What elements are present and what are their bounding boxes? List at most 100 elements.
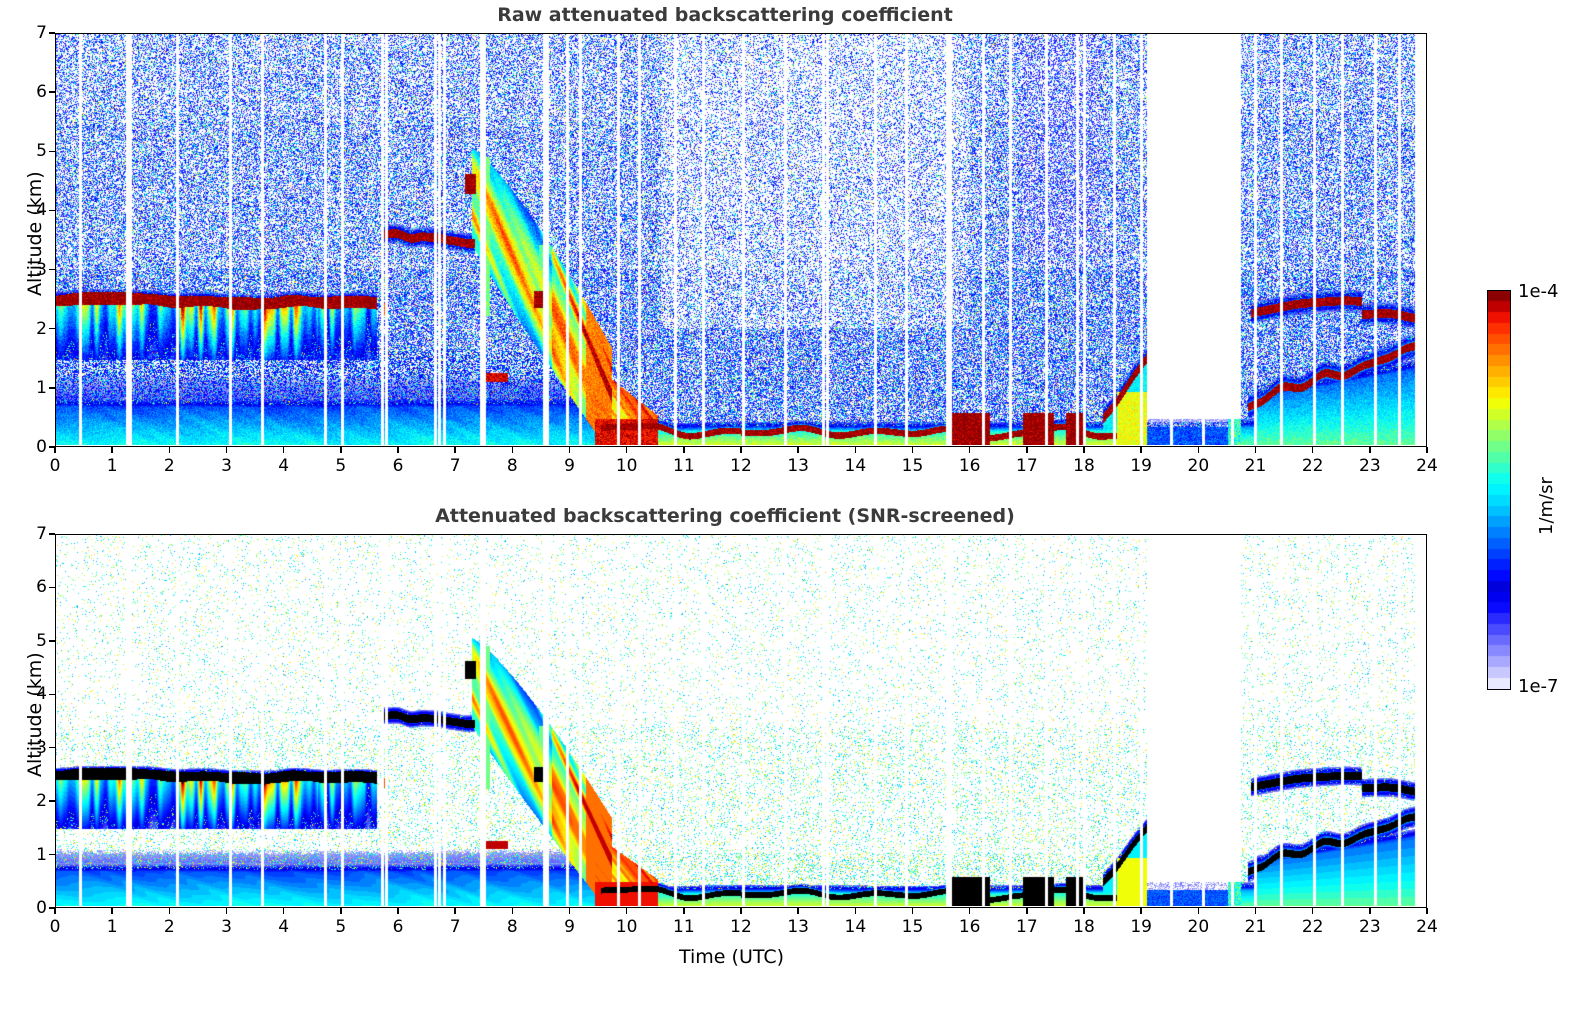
x-tick-label: 9 (564, 456, 575, 476)
y-tick-label: 4 (36, 684, 47, 705)
x-tickmark (225, 908, 228, 914)
x-tickmark (854, 447, 857, 453)
x-tickmark (397, 447, 399, 453)
x-tick-label: 11 (673, 917, 695, 937)
x-tick-label: 8 (506, 456, 518, 476)
y-tick-label: 7 (36, 23, 47, 43)
x-tick-label: 23 (1359, 456, 1381, 476)
x-tick-label: 15 (901, 456, 924, 476)
x-tick-label: 8 (506, 917, 518, 937)
x-tick-label: 17 (1016, 917, 1038, 937)
x-axis-label: Time (UTC) (679, 946, 785, 968)
x-tickmark (454, 447, 456, 453)
x-tickmark (1083, 908, 1085, 914)
y-tick-label: 1 (36, 844, 47, 865)
x-tickmark (1426, 447, 1428, 453)
x-tickmark (911, 908, 914, 914)
y-tickmark (49, 533, 55, 535)
y-tick-label: 0 (36, 898, 47, 918)
y-tick-label: 1 (36, 377, 47, 398)
plot-raw-heatmap[interactable] (55, 33, 1427, 447)
panel-snr: Attenuated backscattering coefficient (S… (0, 494, 1450, 1020)
x-tickmark (854, 908, 857, 914)
y-tick-label: 3 (36, 737, 47, 758)
x-tickmark (568, 908, 571, 914)
x-tickmark (54, 908, 56, 914)
x-tick-label: 20 (1187, 917, 1210, 937)
x-tick-label: 16 (958, 456, 981, 476)
x-tick-label: 2 (163, 917, 175, 937)
x-tickmark (397, 908, 399, 914)
x-tickmark (968, 908, 971, 914)
x-tickmark (340, 908, 342, 914)
x-tickmark (1426, 908, 1428, 914)
x-tick-label: 5 (335, 917, 347, 937)
x-tick-label: 3 (221, 456, 232, 476)
x-tick-label: 4 (278, 456, 290, 476)
y-tickmark (49, 853, 55, 856)
x-tickmark (1140, 908, 1142, 914)
x-tick-label: 2 (163, 456, 175, 476)
x-tick-label: 21 (1244, 456, 1267, 476)
y-tickmark (49, 32, 55, 34)
panel-raw: Raw attenuated backscattering coefficien… (0, 0, 1450, 480)
x-tickmark (625, 447, 628, 453)
y-tickmark (49, 91, 55, 93)
x-tickmark (1140, 447, 1142, 453)
x-tickmark (1026, 447, 1028, 453)
y-tickmark (49, 387, 55, 389)
x-tick-label: 14 (844, 917, 867, 937)
x-tick-label: 23 (1359, 917, 1381, 937)
x-tickmark (1369, 447, 1371, 453)
x-tick-label: 12 (730, 917, 752, 937)
colorbar: 1e-4 1e-7 1/m/sr (1460, 280, 1595, 700)
y-tick-label: 2 (36, 791, 47, 812)
x-tickmark (225, 447, 228, 453)
x-tick-label: 6 (392, 456, 404, 476)
x-tick-label: 18 (1073, 917, 1095, 937)
x-tick-label: 14 (844, 456, 867, 476)
colorbar-tick-max: 1e-4 (1518, 281, 1559, 302)
y-tick-label: 6 (36, 577, 47, 598)
y-tickmark (49, 693, 55, 695)
x-tick-label: 7 (449, 456, 461, 476)
plot-snr-heatmap[interactable] (55, 534, 1427, 908)
x-tickmark (1026, 908, 1028, 914)
x-tick-label: 15 (901, 917, 924, 937)
y-tick-label: 4 (36, 200, 47, 221)
x-tick-label: 3 (221, 917, 232, 937)
x-tick-label: 24 (1416, 456, 1438, 476)
y-tickmark (49, 640, 55, 642)
x-tick-label: 5 (335, 456, 347, 476)
x-tickmark (740, 908, 742, 914)
x-tickmark (683, 908, 685, 914)
y-tick-label: 0 (36, 437, 47, 457)
x-tickmark (1311, 908, 1314, 914)
x-tickmark (282, 447, 285, 453)
y-tickmark (49, 747, 55, 749)
y-tickmark (49, 800, 55, 802)
y-tickmark (49, 268, 55, 271)
x-tickmark (911, 447, 914, 453)
x-tickmark (797, 447, 799, 453)
x-tick-label: 13 (787, 917, 809, 937)
x-tick-label: 7 (449, 917, 461, 937)
x-tick-label: 10 (615, 456, 638, 476)
x-tick-label: 1 (106, 917, 118, 937)
x-tickmark (1197, 447, 1200, 453)
x-tickmark (340, 447, 342, 453)
x-tickmark (282, 908, 285, 914)
x-tickmark (511, 908, 514, 914)
y-tick-label: 6 (36, 82, 47, 103)
x-tickmark (683, 447, 685, 453)
x-tick-label: 18 (1073, 456, 1095, 476)
x-tick-label: 21 (1244, 917, 1267, 937)
x-tickmark (111, 447, 113, 453)
x-tickmark (168, 447, 171, 453)
y-tick-label: 3 (36, 259, 47, 280)
x-tick-label: 20 (1187, 456, 1210, 476)
y-tick-label: 5 (36, 630, 47, 651)
x-tick-label: 17 (1016, 456, 1038, 476)
colorbar-gradient[interactable] (1487, 290, 1511, 690)
x-tickmark (1369, 908, 1371, 914)
